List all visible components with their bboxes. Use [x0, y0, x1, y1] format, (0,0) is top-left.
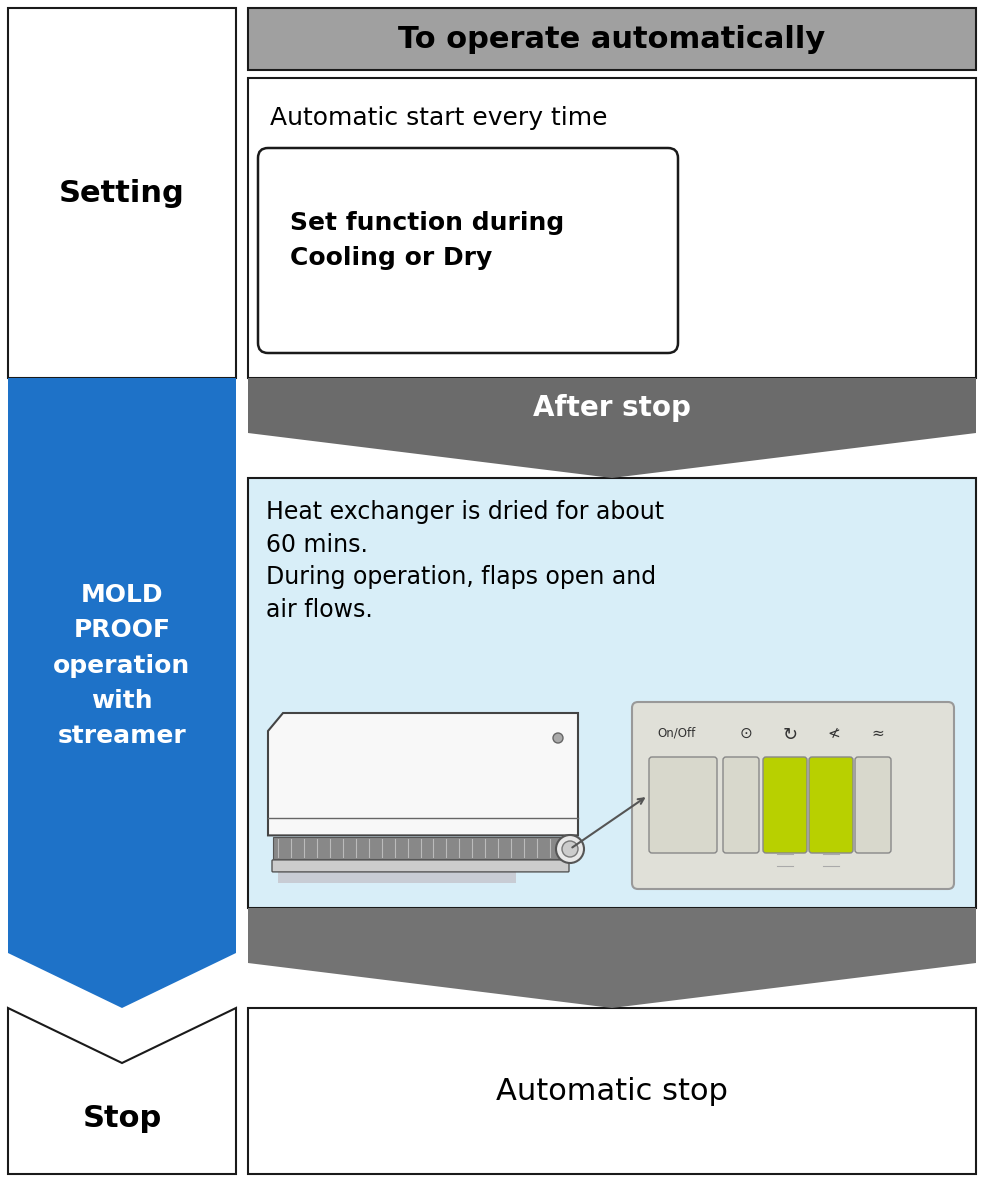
- Polygon shape: [8, 1008, 236, 1174]
- Polygon shape: [8, 378, 236, 1008]
- Text: Set function during
Cooling or Dry: Set function during Cooling or Dry: [290, 210, 564, 271]
- Text: Automatic start every time: Automatic start every time: [270, 106, 607, 130]
- Text: ≮: ≮: [828, 726, 840, 741]
- Text: ≈: ≈: [872, 726, 885, 741]
- Polygon shape: [248, 908, 976, 1008]
- FancyBboxPatch shape: [723, 756, 759, 853]
- FancyBboxPatch shape: [632, 702, 954, 889]
- FancyBboxPatch shape: [273, 837, 568, 859]
- FancyBboxPatch shape: [763, 756, 807, 853]
- Text: Stop: Stop: [83, 1104, 161, 1134]
- Circle shape: [556, 834, 584, 863]
- FancyBboxPatch shape: [272, 859, 569, 872]
- Polygon shape: [248, 378, 976, 478]
- Text: Automatic stop: Automatic stop: [496, 1077, 728, 1105]
- Text: Heat exchanger is dried for about
60 mins.
During operation, flaps open and
air : Heat exchanger is dried for about 60 min…: [266, 500, 664, 622]
- FancyBboxPatch shape: [8, 8, 236, 378]
- FancyBboxPatch shape: [649, 756, 717, 853]
- Circle shape: [553, 733, 563, 743]
- Text: MOLD
PROOF
operation
with
streamer: MOLD PROOF operation with streamer: [53, 583, 191, 748]
- Text: Setting: Setting: [59, 178, 185, 208]
- Text: After stop: After stop: [533, 394, 691, 422]
- FancyBboxPatch shape: [258, 148, 678, 353]
- FancyBboxPatch shape: [248, 8, 976, 70]
- Text: ↻: ↻: [782, 726, 798, 743]
- FancyBboxPatch shape: [248, 78, 976, 378]
- FancyBboxPatch shape: [248, 1008, 976, 1174]
- Text: ⊙: ⊙: [740, 726, 753, 741]
- FancyBboxPatch shape: [248, 478, 976, 908]
- Text: On/Off: On/Off: [657, 726, 695, 739]
- Polygon shape: [268, 713, 578, 836]
- Text: To operate automatically: To operate automatically: [399, 25, 826, 53]
- FancyBboxPatch shape: [855, 756, 891, 853]
- Circle shape: [562, 842, 578, 857]
- Polygon shape: [278, 863, 516, 883]
- FancyBboxPatch shape: [809, 756, 853, 853]
